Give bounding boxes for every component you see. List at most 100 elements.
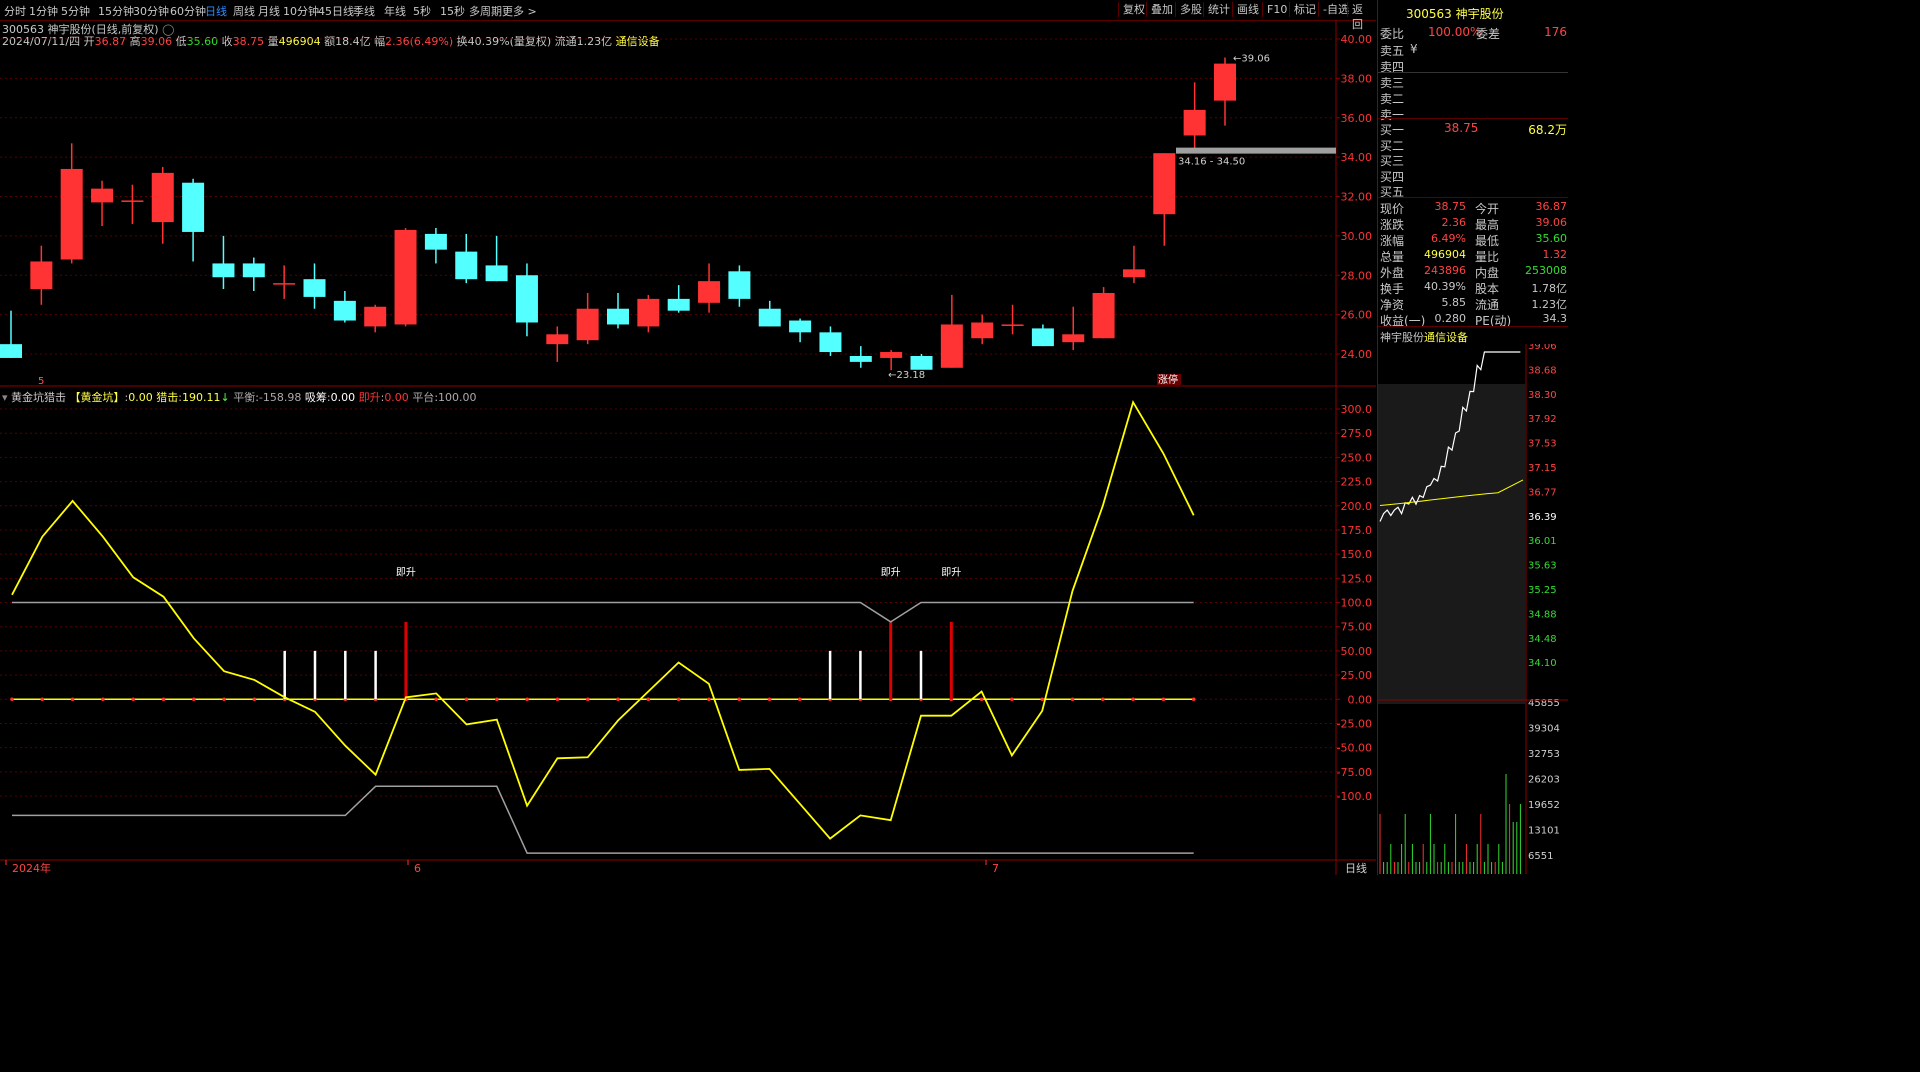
timeframe-5[interactable]: 60分钟 <box>170 5 206 18</box>
timeframe-3[interactable]: 15分钟 <box>98 5 134 18</box>
quote-label: 流通 <box>1475 298 1500 312</box>
timeframe-toolbar: 分时 1分钟 5分钟 15分钟 30分钟 60分钟 日线 周线 月线 10分钟 45日线 季线 年线 5秒… <box>0 0 1376 31</box>
mini-shade <box>1378 384 1526 704</box>
candle-body <box>546 334 569 345</box>
toolbar-button-5[interactable]: F10 <box>1262 2 1291 17</box>
quote-label: 净资 <box>1380 298 1405 312</box>
mini-volume-tick: 45855 <box>1528 698 1560 709</box>
weicha-value: 176 <box>1544 25 1567 39</box>
candle-body <box>971 322 994 339</box>
mini-price-tick: 36.39 <box>1528 512 1557 523</box>
collapse-icon[interactable]: ▾ <box>2 391 8 404</box>
candle-body <box>182 182 205 232</box>
indicator-tick-label: 25.00 <box>1341 669 1373 682</box>
timeframe-16[interactable]: 更多 > <box>502 5 537 18</box>
chart-mode: (日线,前复权) <box>91 23 159 36</box>
zero-dot <box>1131 697 1135 702</box>
timeframe-9[interactable]: 10分钟 <box>283 5 319 18</box>
candle-body <box>1062 334 1085 343</box>
mini-price-tick: 36.77 <box>1528 487 1557 498</box>
info-close: 38.75 <box>232 35 265 48</box>
info-amount: 18.4亿 <box>335 35 371 48</box>
info-float-label: 流通 <box>554 35 577 48</box>
ind-v4: 0.00 <box>330 391 356 404</box>
zero-dot <box>555 697 560 702</box>
hunt-line <box>11 399 1195 840</box>
toolbar-button-6[interactable]: 标记 <box>1289 2 1320 17</box>
candle-body <box>849 355 872 362</box>
price-tick-label: 34.00 <box>1341 151 1373 164</box>
toolbar-button-8[interactable]: 返回 <box>1347 2 1376 31</box>
zero-dot <box>858 697 863 702</box>
mini-stock-name: 神宇股份 <box>1380 331 1424 344</box>
timeframe-4[interactable]: 30分钟 <box>133 5 169 18</box>
zero-dot <box>404 697 408 702</box>
candle-body <box>303 279 326 297</box>
timeframe-6[interactable]: 日线 <box>205 5 227 18</box>
candle-body <box>728 271 751 299</box>
zero-dot <box>282 697 287 702</box>
toolbar-button-3[interactable]: 统计 <box>1203 2 1234 17</box>
side-name: 神宇股份 <box>1455 7 1504 21</box>
indicator-tick-label: -50.00 <box>1337 742 1372 755</box>
mini-industry: 通信设备 <box>1424 331 1468 344</box>
timeframe-2[interactable]: 5分钟 <box>61 5 90 18</box>
zero-dot <box>525 697 529 702</box>
ind-v2-label: 猎击 <box>156 391 179 404</box>
quote-label: PE(动) <box>1475 314 1512 328</box>
candle-body <box>576 308 599 341</box>
quote-value: 39.06 <box>1535 216 1568 229</box>
indicator-tick-label: 75.00 <box>1341 621 1373 634</box>
main-chart[interactable]: 40.00 38.00 36.00 34.00 32.00 30.00 28.00 26.00… <box>0 0 1376 875</box>
price-tick-label: 24.00 <box>1341 348 1373 361</box>
candle-body <box>1214 63 1236 101</box>
quote-label: 涨幅 <box>1380 234 1405 248</box>
buy-level-label: 买一 <box>1380 123 1405 137</box>
timeframe-11[interactable]: 季线 <box>353 5 375 18</box>
toolbar-button-0[interactable]: 复权 <box>1118 2 1149 17</box>
ind-v1-label: 【黄金坑】 <box>69 391 125 404</box>
pin-icon[interactable]: ◯ <box>162 23 175 36</box>
zero-dot <box>252 697 257 702</box>
timeframe-0[interactable]: 分时 <box>4 5 26 18</box>
price-band <box>1176 147 1336 154</box>
timeframe-8[interactable]: 月线 <box>258 5 280 18</box>
stock-name: 神宇股份 <box>47 23 92 36</box>
zero-dot <box>1010 697 1014 702</box>
indicator-tick-label: 175.0 <box>1341 524 1373 537</box>
info-change-label: 幅 <box>374 35 386 48</box>
zero-dot <box>343 697 348 702</box>
timeframe-14[interactable]: 15秒 <box>440 5 465 18</box>
timeframe-7[interactable]: 周线 <box>233 5 255 18</box>
timeframe-1[interactable]: 1分钟 <box>29 5 58 18</box>
candle-body <box>758 308 781 327</box>
toolbar-button-1[interactable]: 叠加 <box>1146 2 1177 17</box>
ohlc-info-line: 2024/07/11/四 开36.87 高39.06 低35.60 收38.75… <box>2 33 660 49</box>
candle-body <box>212 263 235 278</box>
zero-dot <box>10 697 14 702</box>
toolbar-button-4[interactable]: 画线 <box>1232 2 1263 17</box>
timeframe-12[interactable]: 年线 <box>384 5 406 18</box>
intraday-avg-line <box>1379 479 1524 507</box>
mini-volume-tick: 32753 <box>1528 749 1560 760</box>
info-close-label: 收 <box>221 35 233 48</box>
intraday-mini-chart: 39.06 38.68 38.30 37.92 37.53 37.15 36.77 36.39… <box>1378 344 1568 874</box>
stock-code: 300563 <box>2 23 44 36</box>
zero-dot <box>1161 697 1166 702</box>
timeframe-13[interactable]: 5秒 <box>413 5 431 18</box>
toolbar-button-7[interactable]: -自选 <box>1318 2 1353 17</box>
zero-dot <box>585 697 590 702</box>
info-open: 36.87 <box>94 35 127 48</box>
toolbar-button-2[interactable]: 多股 <box>1175 2 1206 17</box>
timeframe-15[interactable]: 多周期 <box>469 5 502 18</box>
mini-volume-tick: 39304 <box>1528 724 1560 735</box>
max-price-label: ←39.06 <box>1233 54 1270 65</box>
zero-dot <box>1040 697 1044 702</box>
ind-v5-label: 即升 <box>358 391 381 404</box>
candle-body <box>1001 324 1024 326</box>
info-turnover-label: 换 <box>456 35 468 48</box>
divider <box>1378 326 1568 327</box>
timeframe-10[interactable]: 45日线 <box>318 5 354 18</box>
info-date: 2024/07/11/四 <box>2 35 81 48</box>
min-price-label: ←23.18 <box>888 370 925 381</box>
